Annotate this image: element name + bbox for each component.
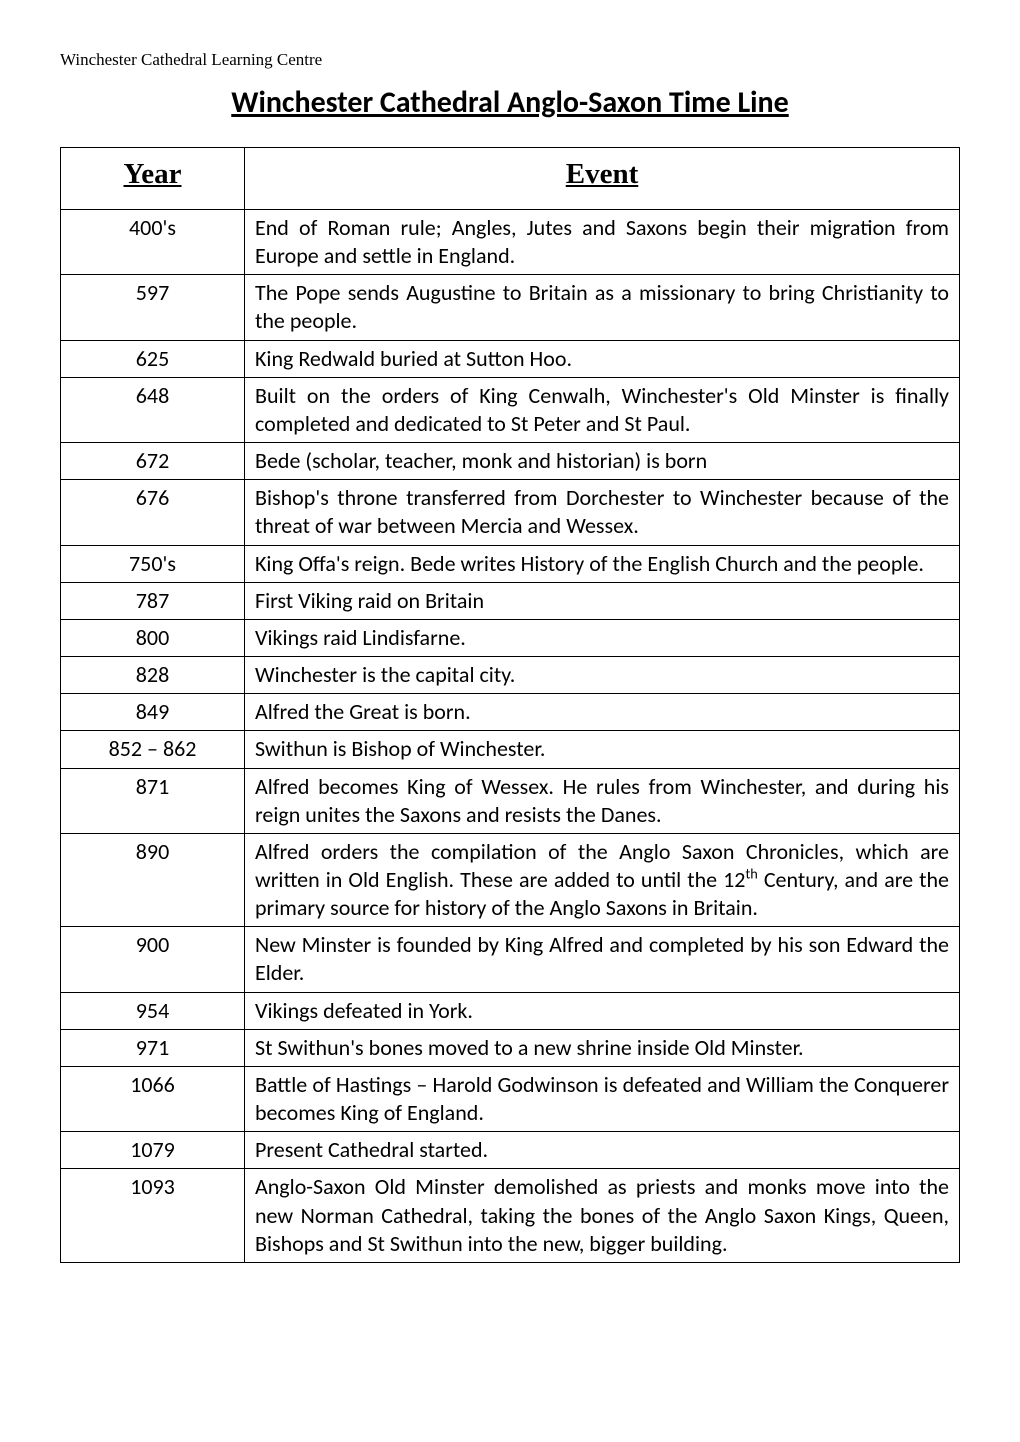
event-cell: King Redwald buried at Sutton Hoo.	[245, 340, 960, 377]
table-row: 1066Battle of Hastings – Harold Godwinso…	[61, 1066, 960, 1131]
year-cell: 900	[61, 927, 245, 992]
year-cell: 1066	[61, 1066, 245, 1131]
year-cell: 828	[61, 657, 245, 694]
year-cell: 625	[61, 340, 245, 377]
table-row: 676Bishop's throne transferred from Dorc…	[61, 480, 960, 545]
event-cell: Built on the orders of King Cenwalh, Win…	[245, 377, 960, 442]
table-row: 787First Viking raid on Britain	[61, 582, 960, 619]
event-header: Event	[245, 148, 960, 210]
event-cell: Alfred orders the compilation of the Ang…	[245, 833, 960, 926]
table-row: 849Alfred the Great is born.	[61, 694, 960, 731]
year-cell: 1079	[61, 1132, 245, 1169]
table-row: 1093Anglo-Saxon Old Minster demolished a…	[61, 1169, 960, 1262]
event-cell: Winchester is the capital city.	[245, 657, 960, 694]
table-row: 828Winchester is the capital city.	[61, 657, 960, 694]
event-cell: Battle of Hastings – Harold Godwinson is…	[245, 1066, 960, 1131]
year-cell: 890	[61, 833, 245, 926]
event-cell: New Minster is founded by King Alfred an…	[245, 927, 960, 992]
page: Winchester Cathedral Learning Centre Win…	[0, 0, 1020, 1323]
year-cell: 787	[61, 582, 245, 619]
table-row: 672Bede (scholar, teacher, monk and hist…	[61, 443, 960, 480]
table-row: 954Vikings defeated in York.	[61, 992, 960, 1029]
table-row: 597The Pope sends Augustine to Britain a…	[61, 275, 960, 340]
year-cell: 672	[61, 443, 245, 480]
table-row: 648Built on the orders of King Cenwalh, …	[61, 377, 960, 442]
year-cell: 800	[61, 619, 245, 656]
event-cell: Bishop's throne transferred from Dorches…	[245, 480, 960, 545]
year-cell: 971	[61, 1029, 245, 1066]
event-cell: Alfred becomes King of Wessex. He rules …	[245, 768, 960, 833]
event-cell: First Viking raid on Britain	[245, 582, 960, 619]
event-cell: King Offa's reign. Bede writes History o…	[245, 545, 960, 582]
table-header-row: Year Event	[61, 148, 960, 210]
event-cell: The Pope sends Augustine to Britain as a…	[245, 275, 960, 340]
event-cell: Vikings defeated in York.	[245, 992, 960, 1029]
year-cell: 648	[61, 377, 245, 442]
year-cell: 1093	[61, 1169, 245, 1262]
table-row: 800Vikings raid Lindisfarne.	[61, 619, 960, 656]
table-row: 900New Minster is founded by King Alfred…	[61, 927, 960, 992]
year-cell: 871	[61, 768, 245, 833]
year-cell: 849	[61, 694, 245, 731]
table-row: 971St Swithun's bones moved to a new shr…	[61, 1029, 960, 1066]
year-cell: 597	[61, 275, 245, 340]
table-row: 890Alfred orders the compilation of the …	[61, 833, 960, 926]
year-cell: 400's	[61, 210, 245, 275]
table-body: 400'sEnd of Roman rule; Angles, Jutes an…	[61, 210, 960, 1263]
header-label: Winchester Cathedral Learning Centre	[60, 50, 960, 70]
event-cell: Anglo-Saxon Old Minster demolished as pr…	[245, 1169, 960, 1262]
table-row: 852 – 862Swithun is Bishop of Winchester…	[61, 731, 960, 768]
year-cell: 852 – 862	[61, 731, 245, 768]
event-cell: End of Roman rule; Angles, Jutes and Sax…	[245, 210, 960, 275]
table-row: 750'sKing Offa's reign. Bede writes Hist…	[61, 545, 960, 582]
table-row: 400'sEnd of Roman rule; Angles, Jutes an…	[61, 210, 960, 275]
year-cell: 676	[61, 480, 245, 545]
table-row: 1079Present Cathedral started.	[61, 1132, 960, 1169]
table-row: 625King Redwald buried at Sutton Hoo.	[61, 340, 960, 377]
event-cell: St Swithun's bones moved to a new shrine…	[245, 1029, 960, 1066]
timeline-table: Year Event 400'sEnd of Roman rule; Angle…	[60, 147, 960, 1263]
table-row: 871Alfred becomes King of Wessex. He rul…	[61, 768, 960, 833]
event-cell: Swithun is Bishop of Winchester.	[245, 731, 960, 768]
year-header: Year	[61, 148, 245, 210]
event-cell: Present Cathedral started.	[245, 1132, 960, 1169]
year-cell: 750's	[61, 545, 245, 582]
event-cell: Bede (scholar, teacher, monk and histori…	[245, 443, 960, 480]
year-cell: 954	[61, 992, 245, 1029]
event-cell: Vikings raid Lindisfarne.	[245, 619, 960, 656]
event-cell: Alfred the Great is born.	[245, 694, 960, 731]
page-title: Winchester Cathedral Anglo-Saxon Time Li…	[60, 84, 960, 121]
